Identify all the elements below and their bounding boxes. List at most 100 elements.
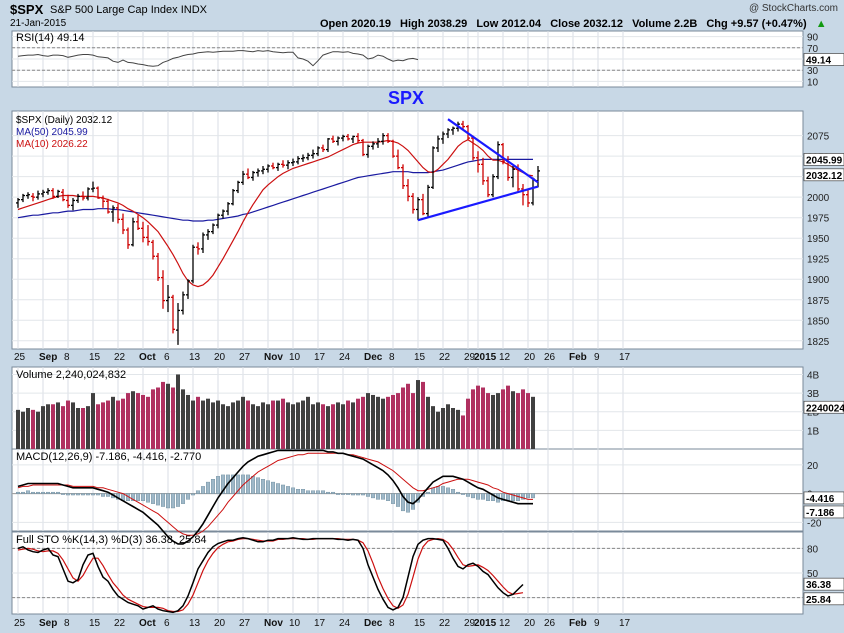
macd-histogram-bar: [61, 493, 66, 495]
stockcharts-credit[interactable]: @ StockCharts.com: [748, 3, 838, 14]
macd-histogram-bar: [411, 493, 416, 510]
candle: [86, 187, 90, 201]
macd-histogram-bar: [46, 491, 51, 494]
candle: [336, 136, 340, 146]
volume-bar: [56, 402, 60, 449]
candle: [291, 158, 295, 166]
macd-histogram-bar: [205, 481, 210, 494]
candle: [401, 164, 405, 189]
candle: [96, 186, 100, 199]
volume-bar: [206, 398, 210, 449]
macd-histogram-bar: [511, 493, 516, 501]
volume-bar: [81, 408, 85, 449]
volume-bar: [216, 400, 220, 449]
volume-bar: [481, 387, 485, 449]
x-tick-label: 9: [594, 352, 600, 363]
macd-histogram-bar: [56, 491, 61, 494]
candle: [181, 291, 185, 315]
volume-bar: [446, 404, 450, 449]
x-tick-label: Oct: [139, 352, 156, 363]
macd-histogram-bar: [85, 493, 90, 496]
candle: [106, 198, 110, 214]
volume-bar: [101, 402, 105, 449]
volume-bar: [251, 404, 255, 449]
volume-bar: [426, 396, 430, 449]
ma50-line: [17, 158, 533, 222]
macd-histogram-bar: [486, 493, 491, 501]
candle: [151, 239, 155, 260]
close-value: Close 2032.12: [550, 18, 623, 30]
sto-k-line: [17, 536, 524, 614]
x-tick-label: 12: [499, 618, 511, 629]
macd-histogram-bar: [326, 491, 331, 494]
volume-bar: [401, 387, 405, 449]
rsi-tick-label: 70: [807, 44, 819, 55]
candle: [491, 174, 495, 198]
volume-bar: [106, 400, 110, 449]
candle: [46, 188, 50, 195]
volume-bar: [31, 409, 35, 449]
candle: [81, 191, 85, 201]
macd-histogram-bar: [31, 491, 36, 494]
macd-histogram-bar: [281, 484, 286, 494]
price-tick-label: 2075: [807, 132, 830, 143]
price-tick-label: 1850: [807, 316, 830, 327]
macd-histogram-bar: [65, 493, 70, 496]
x-tick-label: 26: [544, 618, 556, 629]
index-name: S&P 500 Large Cap Index INDX: [50, 4, 207, 16]
sto-tick-label: 50: [807, 569, 819, 580]
candle: [51, 188, 55, 199]
price-tick-label: 1875: [807, 296, 830, 307]
volume-bar: [16, 409, 20, 449]
volume-bar: [211, 402, 215, 449]
x-tick-label: 22: [439, 618, 451, 629]
candle: [276, 162, 280, 171]
candle: [231, 188, 235, 206]
volume-bar: [381, 398, 385, 449]
candle: [241, 170, 245, 185]
volume-bar: [306, 396, 310, 449]
volume-bar: [21, 411, 25, 449]
x-tick-label: Nov: [264, 352, 283, 363]
x-tick-label: 2015: [474, 618, 497, 629]
volume-bar: [156, 387, 160, 449]
ticker-symbol[interactable]: $SPX: [10, 2, 44, 17]
rsi-tick-label: 90: [807, 33, 819, 44]
macd-histogram-bar: [160, 493, 165, 507]
candle: [206, 229, 210, 240]
candle: [411, 193, 415, 214]
macd-title: MACD(12,26,9) -7.186, -4.416, -2.770: [16, 451, 201, 463]
macd-histogram-bar: [361, 493, 366, 496]
candle: [261, 165, 265, 175]
candle: [266, 164, 270, 173]
volume-bar: [326, 406, 330, 449]
macd-histogram-bar: [336, 493, 341, 495]
x-tick-label: 22: [439, 352, 451, 363]
macd-histogram-bar: [526, 493, 531, 499]
price-legend-ma10: MA(10) 2026.22: [16, 139, 88, 150]
macd-histogram-bar: [346, 493, 351, 495]
volume-bar: [86, 406, 90, 449]
volume-bar: [416, 380, 420, 449]
volume-bar: [471, 389, 475, 449]
macd-histogram-bar: [245, 474, 250, 494]
x-tick-label: 10: [289, 618, 301, 629]
macd-histogram-bar: [356, 493, 361, 496]
macd-histogram-bar: [230, 474, 235, 494]
volume-bar: [261, 402, 265, 449]
volume-bar: [46, 404, 50, 449]
volume-bar: [171, 387, 175, 449]
macd-histogram-bar: [256, 477, 261, 494]
volume-value: Volume 2.2B: [632, 18, 698, 30]
volume-bar: [441, 408, 445, 449]
volume-bar: [376, 396, 380, 449]
candle: [116, 203, 120, 224]
candle: [371, 141, 375, 150]
candle: [441, 131, 445, 144]
macd-histogram-bar: [466, 493, 471, 497]
volume-bar: [96, 404, 100, 449]
volume-bar: [436, 411, 440, 449]
candle: [251, 170, 255, 181]
candle: [376, 138, 380, 148]
volume-bar: [131, 391, 135, 449]
